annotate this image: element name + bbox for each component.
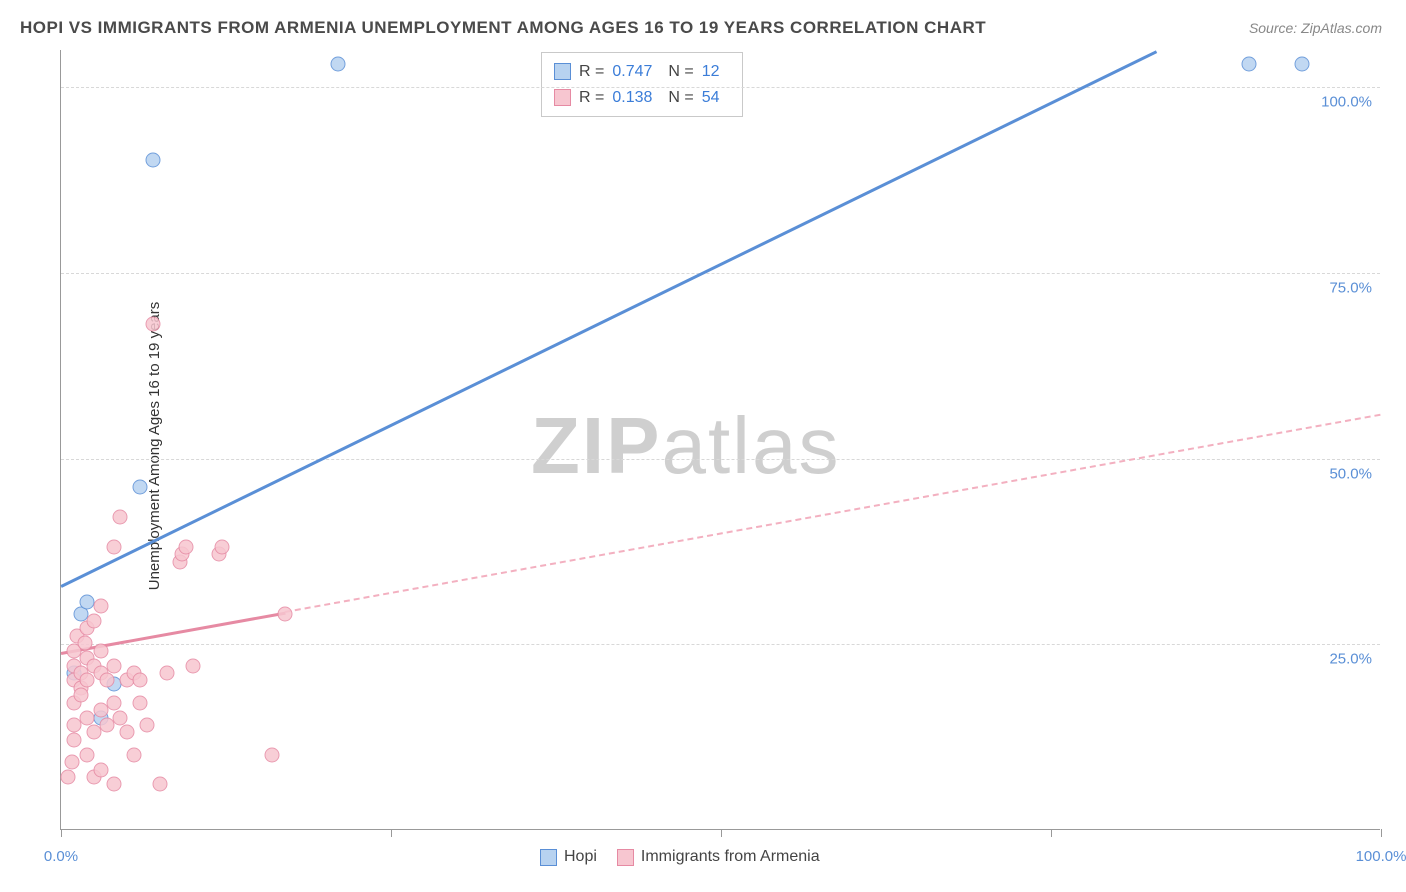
- correlation-stats-box: R = 0.747 N = 12 R = 0.138 N = 54: [541, 52, 743, 117]
- trend-line-dashed: [285, 414, 1381, 613]
- data-point: [93, 762, 108, 777]
- gridline: [61, 644, 1380, 645]
- stats-row: R = 0.747 N = 12: [554, 59, 730, 85]
- chart-title: HOPI VS IMMIGRANTS FROM ARMENIA UNEMPLOY…: [20, 18, 986, 38]
- x-tick: [61, 829, 62, 837]
- data-point: [133, 695, 148, 710]
- data-point: [73, 688, 88, 703]
- r-label: R =: [579, 59, 604, 85]
- n-value: 54: [702, 85, 730, 111]
- data-point: [80, 747, 95, 762]
- y-tick-label: 50.0%: [1329, 465, 1372, 482]
- data-point: [126, 747, 141, 762]
- legend-swatch: [554, 89, 571, 106]
- trend-line-hopi: [60, 50, 1157, 587]
- data-point: [64, 755, 79, 770]
- legend-label: Hopi: [564, 848, 597, 866]
- data-point: [87, 614, 102, 629]
- data-point: [215, 539, 230, 554]
- x-tick: [721, 829, 722, 837]
- legend-swatch: [554, 63, 571, 80]
- y-tick-label: 75.0%: [1329, 279, 1372, 296]
- data-point: [77, 636, 92, 651]
- bottom-legend: Hopi Immigrants from Armenia: [540, 848, 820, 866]
- data-point: [113, 710, 128, 725]
- data-point: [265, 747, 280, 762]
- legend-label: Immigrants from Armenia: [641, 848, 820, 866]
- data-point: [179, 539, 194, 554]
- legend-swatch: [540, 849, 557, 866]
- data-point: [159, 666, 174, 681]
- data-point: [67, 732, 82, 747]
- legend-swatch: [617, 849, 634, 866]
- y-tick-label: 25.0%: [1329, 651, 1372, 668]
- x-tick: [1381, 829, 1382, 837]
- n-value: 12: [702, 59, 730, 85]
- data-point: [146, 316, 161, 331]
- chart-container: HOPI VS IMMIGRANTS FROM ARMENIA UNEMPLOY…: [0, 0, 1406, 892]
- gridline: [61, 273, 1380, 274]
- data-point: [93, 643, 108, 658]
- r-value: 0.138: [612, 85, 660, 111]
- data-point: [113, 510, 128, 525]
- data-point: [331, 56, 346, 71]
- x-tick-label: 0.0%: [44, 848, 78, 865]
- plot-area: ZIPatlas R = 0.747 N = 12 R = 0.138 N = 54 25.0…: [60, 50, 1380, 830]
- data-point: [106, 777, 121, 792]
- watermark: ZIPatlas: [531, 400, 840, 492]
- data-point: [100, 673, 115, 688]
- source-attribution: Source: ZipAtlas.com: [1249, 20, 1382, 36]
- data-point: [106, 539, 121, 554]
- data-point: [186, 658, 201, 673]
- data-point: [146, 153, 161, 168]
- data-point: [93, 599, 108, 614]
- n-label: N =: [668, 59, 693, 85]
- data-point: [278, 606, 293, 621]
- x-tick-label: 100.0%: [1356, 848, 1406, 865]
- data-point: [120, 725, 135, 740]
- x-tick: [391, 829, 392, 837]
- gridline: [61, 459, 1380, 460]
- data-point: [139, 718, 154, 733]
- r-label: R =: [579, 85, 604, 111]
- data-point: [153, 777, 168, 792]
- x-tick: [1051, 829, 1052, 837]
- data-point: [133, 480, 148, 495]
- y-tick-label: 100.0%: [1321, 94, 1372, 111]
- legend-item: Hopi: [540, 848, 597, 866]
- data-point: [106, 695, 121, 710]
- r-value: 0.747: [612, 59, 660, 85]
- data-point: [60, 770, 75, 785]
- data-point: [1242, 56, 1257, 71]
- data-point: [1294, 56, 1309, 71]
- data-point: [106, 658, 121, 673]
- n-label: N =: [668, 85, 693, 111]
- data-point: [133, 673, 148, 688]
- legend-item: Immigrants from Armenia: [617, 848, 820, 866]
- gridline: [61, 87, 1380, 88]
- stats-row: R = 0.138 N = 54: [554, 85, 730, 111]
